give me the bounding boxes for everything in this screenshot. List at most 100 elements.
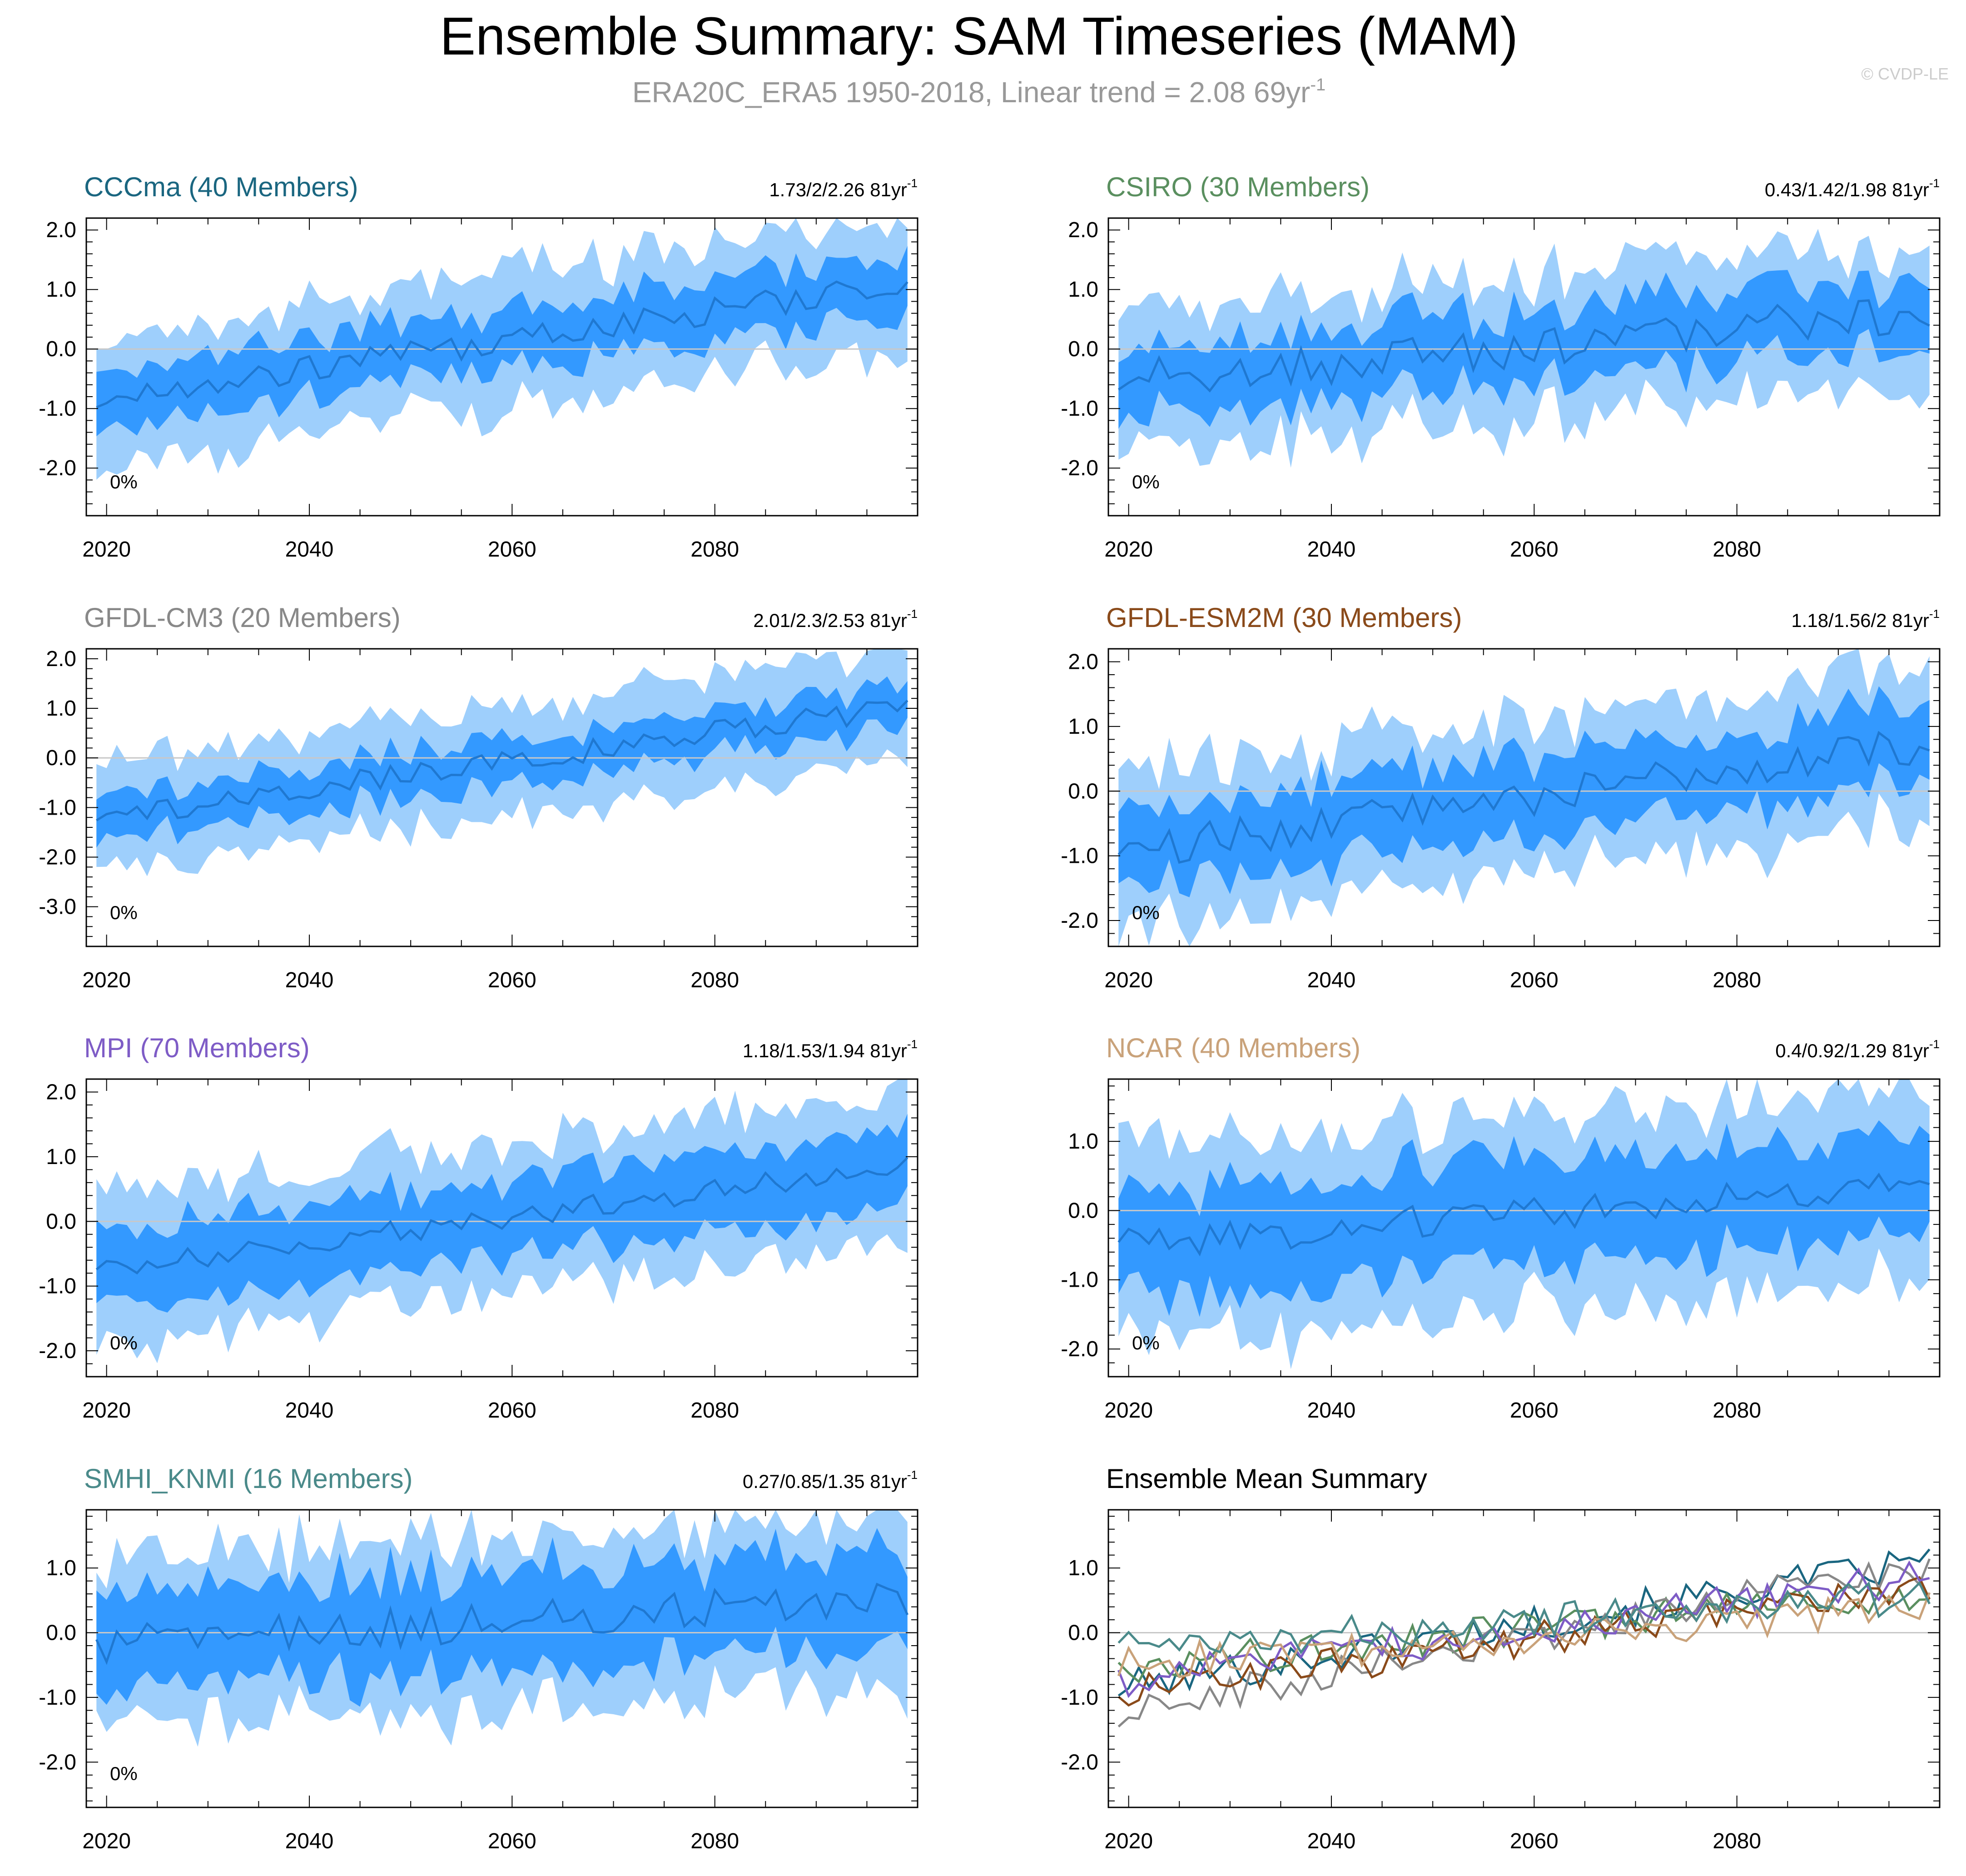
y-tick-label: 2.0 bbox=[46, 218, 76, 242]
trend-label: 1.73/2/2.26 81yr-1 bbox=[769, 176, 918, 200]
trend-superscript: -1 bbox=[1929, 607, 1940, 621]
y-tick-label: -1.0 bbox=[39, 1274, 76, 1299]
x-tick-label: 2020 bbox=[1104, 1398, 1153, 1423]
percent-label: 0% bbox=[110, 1332, 138, 1354]
panel-title: GFDL-CM3 (20 Members) bbox=[84, 602, 401, 633]
panel-title: GFDL-ESM2M (30 Members) bbox=[1106, 602, 1462, 633]
y-tick-label: -1.0 bbox=[39, 796, 76, 820]
x-tick-label: 2080 bbox=[1713, 968, 1761, 992]
plot-frame bbox=[1107, 648, 1941, 947]
x-tick-label: 2020 bbox=[82, 1829, 131, 1853]
y-tick-label: 0.0 bbox=[1068, 1621, 1098, 1645]
x-tick-label: 2080 bbox=[1713, 537, 1761, 562]
y-tick-label: 0.0 bbox=[46, 337, 76, 361]
y-tick-label: -2.0 bbox=[1061, 1337, 1098, 1361]
panel-csiro: CSIRO (30 Members) 0.43/1.42/1.98 81yr-1 0… bbox=[1061, 172, 1941, 562]
figure-subtitle: ERA20C_ERA5 1950-2018, Linear trend = 2.… bbox=[632, 75, 1326, 109]
y-tick-label: -2.0 bbox=[1061, 1750, 1098, 1774]
y-tick-label: 0.0 bbox=[46, 1621, 76, 1645]
x-tick-label: 2040 bbox=[285, 537, 334, 562]
figure-title: Ensemble Summary: SAM Timeseries (MAM) bbox=[440, 6, 1518, 66]
panel-title: NCAR (40 Members) bbox=[1106, 1033, 1360, 1063]
y-tick-label: -1.0 bbox=[1061, 1686, 1098, 1710]
trend-label: 1.18/1.56/2 81yr-1 bbox=[1791, 607, 1940, 631]
y-tick-label: 1.0 bbox=[46, 1145, 76, 1169]
plot-frame bbox=[85, 1078, 918, 1378]
y-tick-label: 2.0 bbox=[46, 1080, 76, 1104]
y-tick-label: -1.0 bbox=[1061, 1268, 1098, 1292]
ensemble-mean-line bbox=[95, 1156, 909, 1275]
x-tick-label: 2060 bbox=[1510, 1398, 1559, 1423]
y-tick-label: 1.0 bbox=[1068, 1556, 1098, 1580]
inner-spread-band bbox=[96, 1114, 908, 1313]
panel-gfdl-cm3: GFDL-CM3 (20 Members) 2.01/2.3/2.53 81yr-… bbox=[39, 602, 918, 992]
panel-title: CSIRO (30 Members) bbox=[1106, 172, 1370, 202]
panel-title: Ensemble Mean Summary bbox=[1106, 1463, 1427, 1494]
x-tick-label: 2080 bbox=[690, 537, 739, 562]
x-tick-label: 2080 bbox=[690, 1829, 739, 1853]
x-tick-label: 2020 bbox=[82, 1398, 131, 1423]
plot-frame bbox=[1107, 217, 1941, 517]
panel-title: CCCma (40 Members) bbox=[84, 172, 358, 202]
subtitle-superscript: -1 bbox=[1310, 75, 1326, 95]
percent-label: 0% bbox=[1132, 1332, 1160, 1354]
y-tick-label: -1.0 bbox=[1061, 844, 1098, 868]
trend-superscript: -1 bbox=[907, 176, 918, 190]
inner-spread-band bbox=[1118, 1120, 1930, 1317]
y-tick-label: 0.0 bbox=[1068, 337, 1098, 361]
panel-ensemble-mean: Ensemble Mean Summary -2.0 -1.0 0.0 1.0 2020 2… bbox=[1061, 1463, 1941, 1853]
x-tick-label: 2060 bbox=[488, 1398, 536, 1423]
x-tick-label: 2080 bbox=[690, 968, 739, 992]
trend-text: 0.27/0.85/1.35 81yr bbox=[743, 1471, 907, 1492]
trend-superscript: -1 bbox=[907, 1468, 918, 1482]
series-line-gfdl-esm2m bbox=[1117, 1576, 1931, 1707]
trend-label: 0.27/0.85/1.35 81yr-1 bbox=[743, 1468, 918, 1492]
series-line-mpi bbox=[1117, 1560, 1930, 1698]
trend-label: 1.18/1.53/1.94 81yr-1 bbox=[743, 1037, 918, 1061]
trend-text: 0.43/1.42/1.98 81yr bbox=[1765, 179, 1929, 200]
percent-label: 0% bbox=[1132, 902, 1160, 923]
ensemble-mean-line bbox=[1117, 1172, 1930, 1257]
panel-mpi: MPI (70 Members) 1.18/1.53/1.94 81yr-1 0% -… bbox=[39, 1033, 918, 1423]
trend-text: 1.18/1.56/2 81yr bbox=[1791, 610, 1929, 631]
y-tick-label: 1.0 bbox=[1068, 715, 1098, 739]
subtitle-text: ERA20C_ERA5 1950-2018, Linear trend = 2.… bbox=[632, 76, 1311, 109]
ensemble-mean-line bbox=[1117, 731, 1930, 864]
x-tick-label: 2060 bbox=[1510, 537, 1559, 562]
y-tick-label: 0.0 bbox=[46, 746, 76, 770]
watermark: © CVDP-LE bbox=[1861, 65, 1949, 83]
trend-label: 2.01/2.3/2.53 81yr-1 bbox=[753, 607, 918, 631]
y-tick-label: -2.0 bbox=[39, 1750, 76, 1774]
x-tick-label: 2080 bbox=[1713, 1829, 1761, 1853]
x-tick-label: 2060 bbox=[488, 968, 536, 992]
ensemble-mean-line bbox=[95, 1582, 909, 1665]
x-tick-label: 2040 bbox=[1307, 1829, 1356, 1853]
inner-spread-band bbox=[96, 676, 908, 848]
y-tick-label: -2.0 bbox=[39, 846, 76, 870]
y-tick-label: -1.0 bbox=[39, 1686, 76, 1710]
y-tick-label: -1.0 bbox=[1061, 397, 1098, 421]
trend-superscript: -1 bbox=[907, 607, 918, 621]
y-tick-label: 1.0 bbox=[46, 697, 76, 721]
x-tick-label: 2020 bbox=[82, 968, 131, 992]
y-tick-label: 2.0 bbox=[1068, 650, 1098, 674]
x-tick-label: 2060 bbox=[488, 537, 536, 562]
trend-superscript: -1 bbox=[1929, 176, 1940, 190]
panel-title: MPI (70 Members) bbox=[84, 1033, 310, 1063]
x-tick-label: 2040 bbox=[285, 1398, 334, 1423]
x-tick-label: 2040 bbox=[285, 968, 334, 992]
y-tick-label: 2.0 bbox=[46, 647, 76, 671]
x-tick-label: 2020 bbox=[1104, 537, 1153, 562]
y-tick-label: 1.0 bbox=[46, 1556, 76, 1580]
x-tick-label: 2020 bbox=[1104, 1829, 1153, 1853]
series-line-cccma bbox=[1117, 1548, 1931, 1697]
plot-frame bbox=[1107, 1078, 1941, 1378]
ensemble-mean-line bbox=[96, 280, 909, 408]
trend-superscript: -1 bbox=[907, 1037, 918, 1051]
trend-text: 0.4/0.92/1.29 81yr bbox=[1775, 1040, 1929, 1061]
panel-title: SMHI_KNMI (16 Members) bbox=[84, 1463, 412, 1494]
percent-label: 0% bbox=[110, 1763, 138, 1784]
y-tick-label: 1.0 bbox=[1068, 278, 1098, 302]
y-tick-label: -1.0 bbox=[39, 397, 76, 421]
y-tick-label: -2.0 bbox=[1061, 456, 1098, 480]
